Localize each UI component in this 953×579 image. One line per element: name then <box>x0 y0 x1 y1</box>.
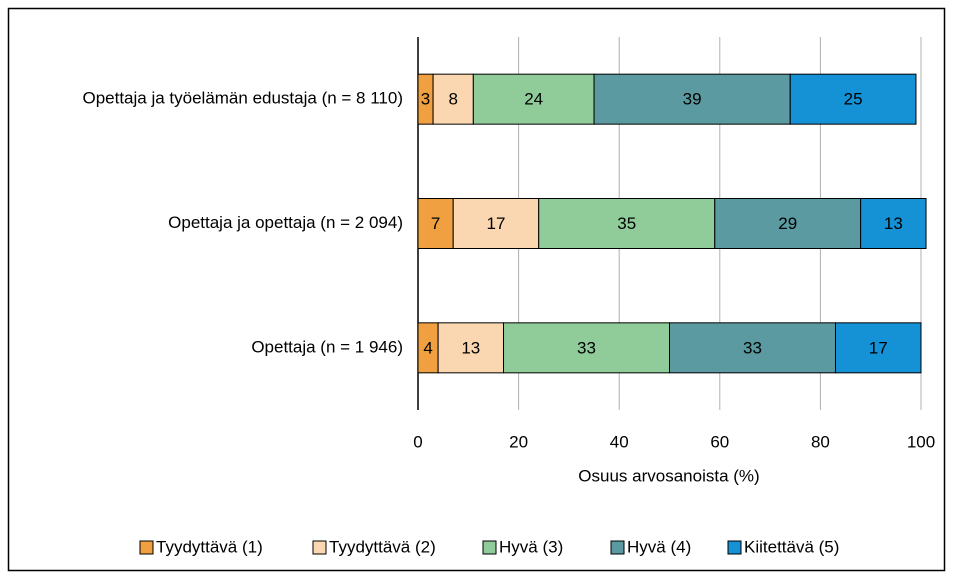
legend-swatch <box>312 540 327 555</box>
data-label: 13 <box>461 338 480 357</box>
x-tick-label: 20 <box>509 432 528 451</box>
data-label: 33 <box>577 338 596 357</box>
y-tick-label: Opettaja ja opettaja (n = 2 094) <box>168 213 403 232</box>
bar-segment <box>714 198 862 249</box>
data-label: 17 <box>869 338 888 357</box>
data-label: 39 <box>683 90 702 109</box>
x-tick-label: 100 <box>907 432 935 451</box>
bar-segment <box>834 322 922 374</box>
bar-segment <box>789 73 917 125</box>
y-tick-label: Opettaja (n = 1 946) <box>251 337 403 356</box>
data-label: 35 <box>617 214 636 233</box>
data-label: 25 <box>844 90 863 109</box>
bar-segment <box>452 198 540 249</box>
bar-segment <box>417 198 454 249</box>
data-label: 24 <box>524 90 543 109</box>
bar-segment <box>593 73 791 125</box>
bar-segment <box>860 198 927 249</box>
data-label: 29 <box>778 214 797 233</box>
bar-segment <box>437 322 505 374</box>
legend-swatch <box>139 540 154 555</box>
legend-label: Hyvä (4) <box>627 537 691 556</box>
bar-segment <box>669 322 836 374</box>
data-label: 3 <box>421 90 430 109</box>
legend-label: Hyvä (3) <box>499 537 563 556</box>
data-label: 17 <box>487 214 506 233</box>
bar-segment <box>472 73 595 125</box>
data-label: 8 <box>448 90 457 109</box>
x-tick-label: 80 <box>811 432 830 451</box>
legend-label: Tyydyttävä (2) <box>329 537 436 556</box>
legend-swatch <box>610 540 625 555</box>
legend-label: Tyydyttävä (1) <box>156 537 263 556</box>
x-tick-label: 40 <box>610 432 629 451</box>
legend-swatch <box>727 540 742 555</box>
x-axis-label: Osuus arvosanoista (%) <box>578 466 759 485</box>
legend-label: Kiitettävä (5) <box>744 537 839 556</box>
x-tick-label: 0 <box>413 432 422 451</box>
legend-swatch <box>482 540 497 555</box>
data-label: 7 <box>431 214 440 233</box>
y-tick-label: Opettaja ja työelämän edustaja (n = 8 11… <box>82 89 403 108</box>
bar-segment <box>432 73 474 125</box>
data-label: 33 <box>743 338 762 357</box>
bar-segment <box>538 198 716 249</box>
data-label: 4 <box>423 338 432 357</box>
x-tick-label: 60 <box>710 432 729 451</box>
data-label: 13 <box>884 214 903 233</box>
